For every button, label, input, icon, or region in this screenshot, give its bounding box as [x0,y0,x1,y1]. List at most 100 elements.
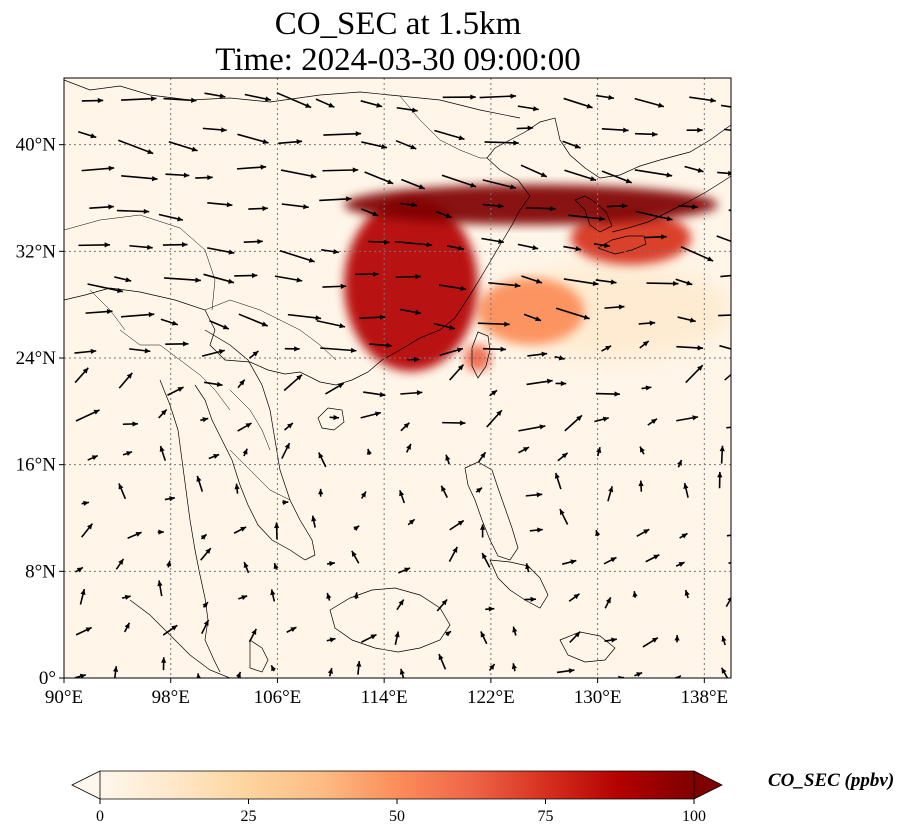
wind-vector-head [482,552,487,559]
wind-vector-head [329,637,336,643]
wind-vector-head [697,365,703,371]
wind-vector-head [674,675,681,678]
wind-vector-head [504,321,510,327]
wind-vector-head [560,380,567,387]
wind-vector-head [610,557,617,563]
wind-vector-head [366,448,372,455]
wind-vector-head [666,216,673,222]
wind-vector-head [159,445,165,452]
wind-vector-head [438,654,444,661]
wind-vector-head [333,249,339,255]
wind-vector-head [228,249,235,255]
wind-vector-head [387,179,394,185]
wind-vector-head [599,216,605,222]
wind-vector-head [513,140,519,146]
wind-vector-head [353,525,360,532]
wind-vector-shaft [394,240,433,246]
wind-vector-head [426,242,433,248]
wind-vector-head [148,312,155,318]
wind-vector-head [311,515,317,522]
wind-vector-head [623,127,629,133]
wind-vector-head [282,499,289,506]
wind-vector-head [488,606,495,612]
wind-vector-shaft [287,313,322,320]
wind-vector-head [632,591,638,597]
wind-vector-head [196,673,201,678]
wind-vector-head [733,347,739,352]
wind-vector-head [643,529,650,535]
wind-vector-head [554,472,560,479]
wind-vector-head [514,282,521,289]
wind-vector-head [315,315,322,321]
wind-vector-head [374,411,381,417]
wind-vector-head [340,283,347,289]
wind-vector-head [305,102,312,108]
wind-vector-head [666,172,673,178]
x-tick-label: 98°E [152,687,190,708]
wind-vector-head [602,416,609,422]
map-time: Time: 2024-03-30 09:00:00 [215,42,581,78]
wind-vector-head [373,271,379,277]
wind-vector-shaft [726,426,731,429]
colorbar-tick-label: 75 [538,808,554,825]
wind-vector-head [568,668,575,674]
wind-vector-head [574,143,581,149]
wind-vector-head [640,446,645,453]
x-tick-label: 122°E [467,687,515,708]
wind-vector-head [80,589,86,595]
wind-vector-head [112,666,119,672]
wind-vector-shaft [720,104,731,108]
wind-vector-head [561,452,568,459]
wind-vector-head [575,246,582,252]
wind-vector-head [79,673,86,678]
wind-vector-head [296,139,303,145]
wind-vector-head [658,102,664,108]
wind-vector-head [604,242,610,248]
wind-vector-head [191,146,198,152]
wind-vector-head [573,593,580,600]
y-tick-label: 40°N [16,135,57,156]
wind-vector-head [303,204,309,210]
wind-vector-head [697,345,704,351]
wind-vector-head [406,443,411,450]
wind-vector-head [498,238,504,244]
wind-vector-head [738,531,744,536]
wind-vector-head [125,277,132,283]
colorbar-label: CO_SEC (ppbv) [768,770,895,791]
wind-vector-head [399,668,405,675]
wind-vector-head [458,135,465,141]
wind-vector-head [381,143,387,150]
wind-vector-shaft [720,274,731,278]
wind-vector-head [161,657,167,663]
wind-vector-head [262,205,268,212]
wind-vector-head [697,167,704,173]
wind-vector-head [104,242,111,248]
wind-vector-shaft [724,373,731,381]
wind-vector-head [171,625,178,631]
wind-vector-head [166,560,172,567]
wind-vector-head [673,280,679,287]
wind-vector-head [470,94,476,100]
wind-vector-head [500,346,506,352]
wind-vector-head [265,96,271,102]
co-plume-layer [344,184,731,372]
wind-vector-head [240,526,247,532]
wind-vector-head [541,351,548,357]
wind-vector-head [202,417,209,423]
wind-vector-head [360,491,367,498]
wind-vector-head [590,176,597,182]
wind-vector-head [262,138,269,145]
wind-vector-head [234,483,240,490]
wind-vector-head [337,383,344,389]
wind-vector-shaft [81,167,115,172]
wind-vector-head [294,346,300,352]
wind-vector-head [719,445,725,452]
wind-vector-head [370,634,377,640]
wind-vector-head [411,202,418,208]
wind-vector-head [621,203,628,209]
wind-vector-head [251,628,257,635]
wind-vector-head [441,485,447,492]
wind-vector-head [350,347,357,353]
wind-vector-head [245,423,252,429]
